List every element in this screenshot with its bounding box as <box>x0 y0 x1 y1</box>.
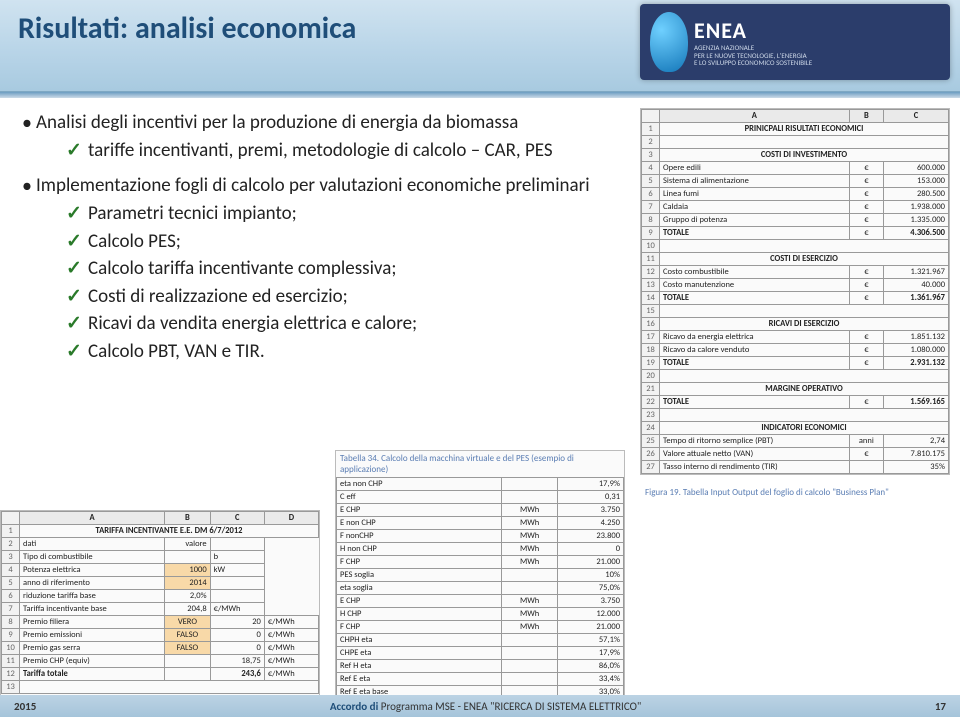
table-row: 7Caldaia€1.938.000 <box>642 201 949 214</box>
page-title: Risultati: analisi economica <box>18 10 356 47</box>
table-row: 5anno di riferimento2014 <box>2 577 319 590</box>
table-row: 27Tasso interno di rendimento (TIR)35% <box>642 461 949 474</box>
sub-bullet: Calcolo PES; <box>66 229 662 255</box>
section-margine: MARGINE OPERATIVO <box>660 383 949 396</box>
table-row: 5Sistema di alimentazione€153.000 <box>642 175 949 188</box>
table-row: 7Tariffa incentivante base204,8€/MWh <box>2 603 319 616</box>
col-A: A <box>660 110 850 123</box>
caption-box3: Tabella 34. Calcolo della macchina virtu… <box>336 451 624 477</box>
col-C: C <box>883 110 948 123</box>
table-title: PRINICPALI RISULTATI ECONOMICI <box>660 123 949 136</box>
table-row: 25Tempo di ritorno semplice (PBT)anni2,7… <box>642 435 949 448</box>
footer-txt1: Accordo di <box>330 700 381 713</box>
table-row: eta non CHP17,9% <box>337 478 624 491</box>
table-pes: Tabella 34. Calcolo della macchina virtu… <box>335 450 625 713</box>
bullet-2: Implementazione fogli di calcolo per val… <box>36 174 590 197</box>
section-indicatori: INDICATORI ECONOMICI <box>660 422 949 435</box>
table-row: 17Ricavo da energia elettrica€1.851.132 <box>642 331 949 344</box>
table-row: 10Premio gas serraFALSO0€/MWh <box>2 642 319 655</box>
logo-name: ENEA <box>694 17 812 44</box>
col-B: B <box>849 110 883 123</box>
table-title-tariffe: TARIFFA INCENTIVANTE E.E. DM 6/7/2012 <box>20 525 319 538</box>
table-row: 8Gruppo di potenza€1.335.000 <box>642 214 949 227</box>
bullet-1: Analisi degli incentivi per la produzion… <box>36 111 518 134</box>
table-row: 19TOTALE€2.931.132 <box>642 357 949 370</box>
sub-bullet: Calcolo PBT, VAN e TIR. <box>66 339 662 365</box>
table-row: 6riduzione tariffa base2,0% <box>2 590 319 603</box>
table-row: F nonCHPMWh23.800 <box>337 530 624 543</box>
table-row: H CHPMWh12.000 <box>337 608 624 621</box>
table-row: 22TOTALE€1.569.165 <box>642 396 949 409</box>
footer-page: 17 <box>935 700 960 713</box>
sub-bullet: Calcolo tariffa incentivante complessiva… <box>66 256 662 282</box>
table-row: 14TOTALE€1.361.967 <box>642 292 949 305</box>
logo-globe-icon <box>650 12 688 72</box>
table-row: 26Valore attuale netto (VAN)€7.810.175 <box>642 448 949 461</box>
table-row: eta soglia75,0% <box>337 582 624 595</box>
table-row: F CHPMWh21.000 <box>337 556 624 569</box>
table-row: 6Linea fumi€280.500 <box>642 188 949 201</box>
table-row: CHPH eta57,1% <box>337 634 624 647</box>
section-ricavi: RICAVI DI ESERCIZIO <box>660 318 949 331</box>
table-row: 3Tipo di combustibileb <box>2 551 319 564</box>
table-row: 4Opere edili€600.000 <box>642 162 949 175</box>
sub-bullet: Ricavi da vendita energia elettrica e ca… <box>66 311 662 337</box>
table-row: Ref H eta86,0% <box>337 660 624 673</box>
table-row: 18Ricavo da calore venduto€1.080.000 <box>642 344 949 357</box>
table-row: PES soglia10% <box>337 569 624 582</box>
table-row: H non CHPMWh0 <box>337 543 624 556</box>
table-row: 12Tariffa totale243,6€/MWh <box>2 668 319 681</box>
section-costi-es: COSTI DI ESERCIZIO <box>660 253 949 266</box>
table-risultati-economici: ABC 1PRINICPALI RISULTATI ECONOMICI 2 3C… <box>640 108 950 475</box>
table-row: E CHPMWh3.750 <box>337 504 624 517</box>
logo: ENEA AGENZIA NAZIONALE PER LE NUOVE TECN… <box>640 4 950 80</box>
table-tariffe: ABCD 1TARIFFA INCENTIVANTE E.E. DM 6/7/2… <box>0 510 320 710</box>
sub-bullet: Costi di realizzazione ed esercizio; <box>66 284 662 310</box>
sub-bullet: Parametri tecnici impianto; <box>66 201 662 227</box>
table-row: 9Premio emissioniFALSO0€/MWh <box>2 629 319 642</box>
sub-bullet: tariffe incentivanti, premi, metodologie… <box>66 138 662 164</box>
table-row: E CHPMWh3.750 <box>337 595 624 608</box>
table-row: 12Costo combustibile€1.321.967 <box>642 266 949 279</box>
table-row: 4Potenza elettrica1000kW <box>2 564 319 577</box>
footer: 2015 Accordo di Programma MSE - ENEA "RI… <box>0 695 960 717</box>
table-row: 8Premio filieraVERO20€/MWh <box>2 616 319 629</box>
footer-txt2: Programma MSE - ENEA "RICERCA DI SISTEMA… <box>381 700 642 713</box>
content: Analisi degli incentivi per la produzion… <box>22 110 662 375</box>
section-costi-inv: COSTI DI INVESTIMENTO <box>660 149 949 162</box>
logo-sub: AGENZIA NAZIONALE PER LE NUOVE TECNOLOGI… <box>694 44 812 67</box>
table-row: CHPE eta17,9% <box>337 647 624 660</box>
header: Risultati: analisi economica ENEA AGENZI… <box>0 0 960 92</box>
table-row: E non CHPMWh4.250 <box>337 517 624 530</box>
table-row: 2dativalore <box>2 538 319 551</box>
table-row: 11Premio CHP (equiv)18,75€/MWh <box>2 655 319 668</box>
table-row: Ref E eta33,4% <box>337 673 624 686</box>
table-row: F CHPMWh21.000 <box>337 621 624 634</box>
caption-box1: Figura 19. Tabella Input Output del fogl… <box>641 485 951 500</box>
footer-year: 2015 <box>0 700 36 713</box>
table-row: 9TOTALE€4.306.500 <box>642 227 949 240</box>
table-row: 13Costo manutenzione€40.000 <box>642 279 949 292</box>
table-row: C eff0,31 <box>337 491 624 504</box>
divider <box>0 92 960 98</box>
